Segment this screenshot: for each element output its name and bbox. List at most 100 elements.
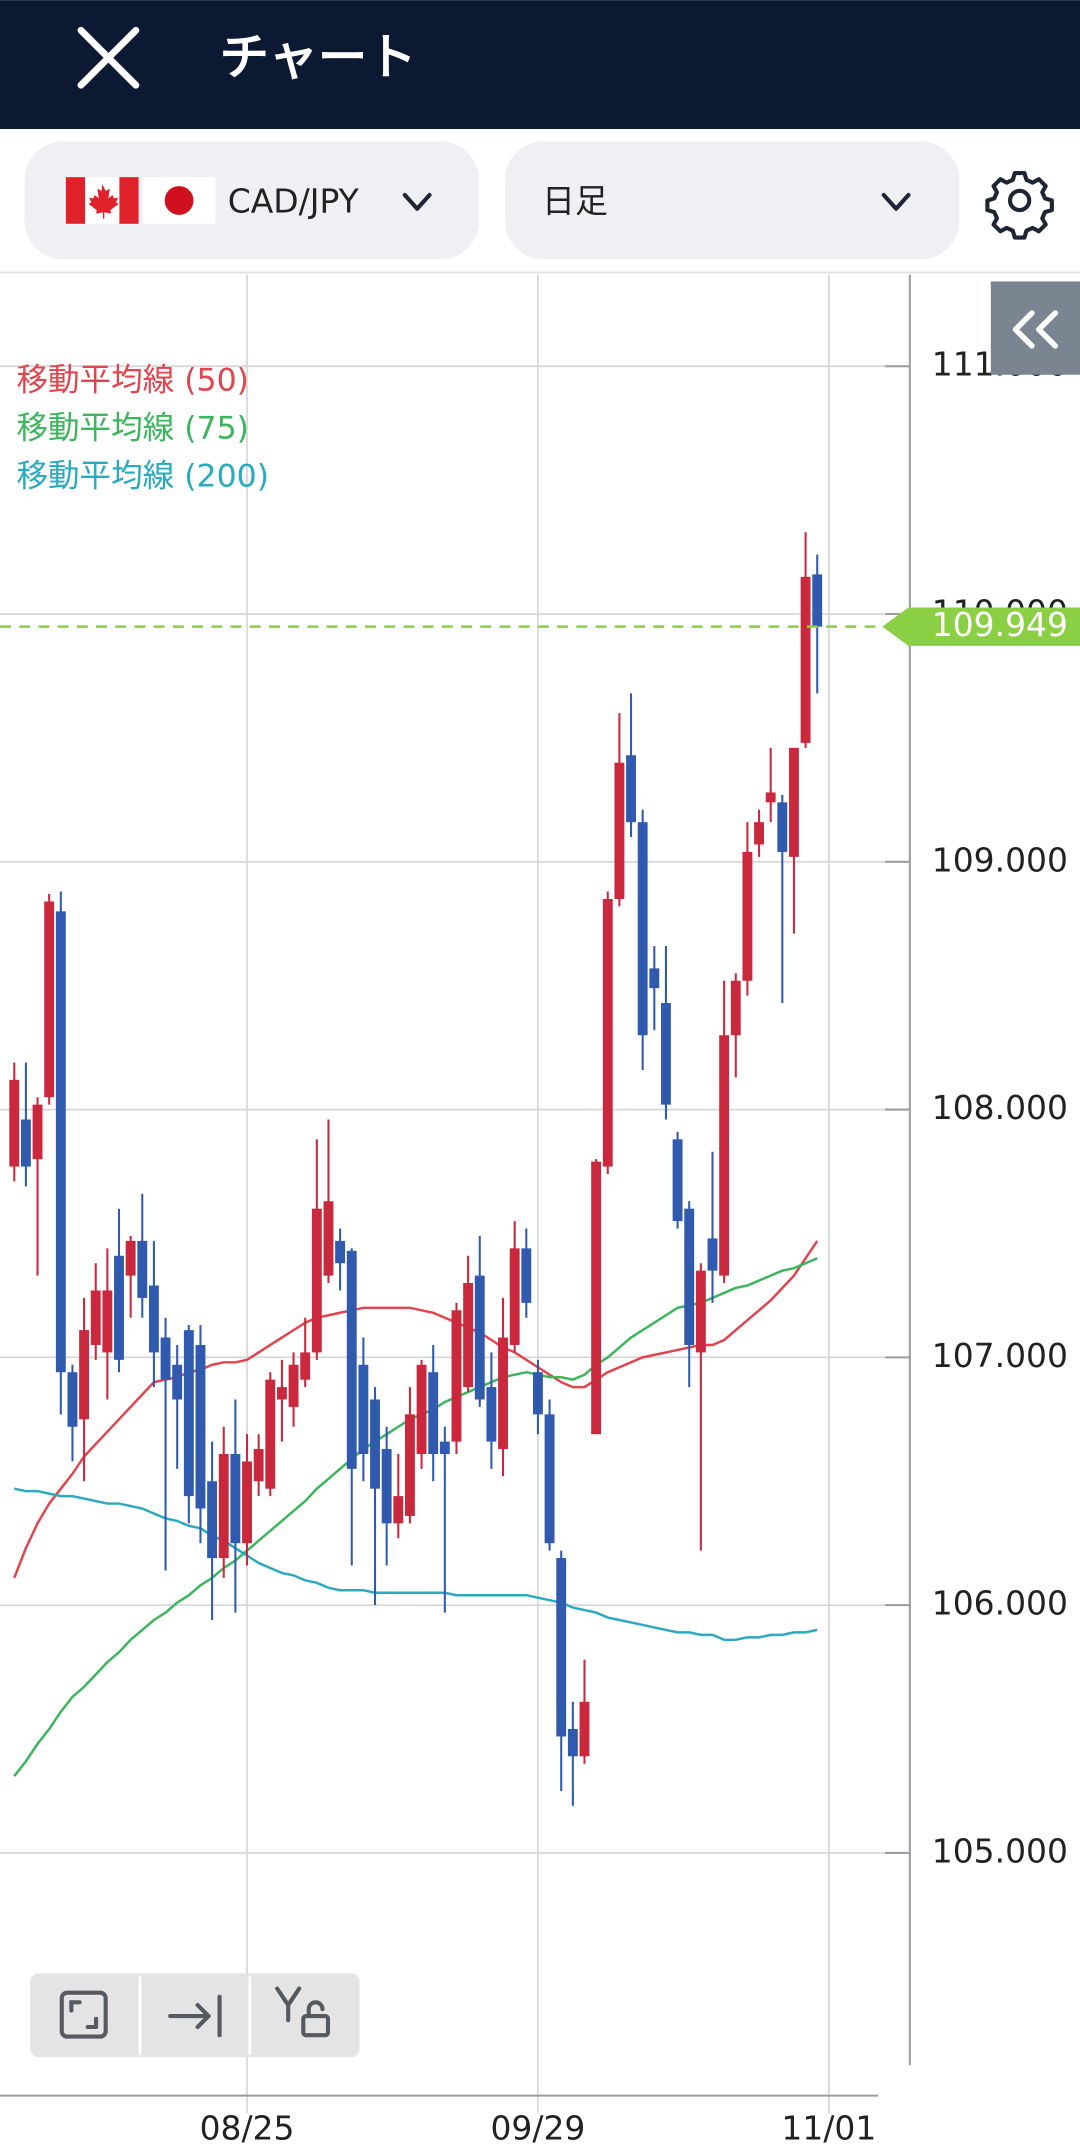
candle-body	[614, 762, 625, 899]
candle-body	[335, 1240, 346, 1264]
y-lock-button[interactable]	[275, 1986, 331, 2038]
candle-body	[591, 1161, 602, 1435]
moving-average-line	[14, 1487, 818, 1642]
x-tick-label: 11/01	[781, 2108, 876, 2147]
candle-body	[509, 1248, 520, 1345]
candle-body	[183, 1330, 194, 1497]
candle-body	[789, 747, 799, 857]
candle-body	[9, 1079, 20, 1167]
candle-body	[207, 1481, 218, 1559]
moving-average-line	[13, 1257, 818, 1777]
candle-body	[218, 1453, 229, 1559]
legend-entry: 移動平均線 (75)	[16, 411, 249, 447]
candle-body	[474, 1275, 485, 1400]
candle-body	[393, 1496, 404, 1524]
y-tick-label: 106.000	[932, 1584, 1068, 1623]
header-bar	[0, 0, 1080, 130]
legend-entry: 移動平均線 (50)	[16, 363, 249, 399]
candle-body	[556, 1558, 567, 1737]
candle-body	[404, 1414, 415, 1516]
settings-button[interactable]	[985, 170, 1054, 240]
candle-body	[777, 802, 788, 852]
candle-body	[370, 1399, 380, 1489]
y-tick-label: 109.000	[932, 840, 1068, 879]
candle-body	[230, 1453, 241, 1544]
candle-body	[626, 755, 636, 823]
timeframe-label: 日足	[542, 182, 608, 221]
candle-body	[800, 576, 811, 743]
legend: 移動平均線 (50) 移動平均線 (75) 移動平均線 (200)	[16, 363, 269, 495]
candle-body	[428, 1372, 439, 1454]
candle-body	[311, 1208, 322, 1353]
candle-body	[265, 1379, 276, 1489]
candle-body	[730, 980, 741, 1036]
fullscreen-button[interactable]	[59, 1990, 108, 2039]
candle-body	[812, 574, 823, 627]
candle-body	[649, 968, 660, 989]
candle-body	[672, 1139, 683, 1222]
candle-body	[498, 1337, 508, 1450]
candle-body	[148, 1285, 159, 1353]
y-tick-label: 107.000	[932, 1336, 1068, 1375]
candle-body	[114, 1255, 124, 1360]
candle-body	[346, 1250, 357, 1469]
current-price-tag	[882, 607, 1080, 646]
candle-body	[300, 1352, 311, 1380]
candle-body	[172, 1364, 183, 1400]
candle-body	[55, 911, 66, 1373]
candle-body	[439, 1441, 450, 1454]
candle-body	[20, 1119, 31, 1167]
candle-body	[451, 1310, 462, 1442]
candle-body	[661, 1003, 671, 1105]
moving-averages	[13, 1240, 819, 1777]
scroll-end-button[interactable]	[168, 1994, 222, 2038]
chart-tools	[30, 1973, 360, 2058]
x-tick-label: 08/25	[200, 2108, 295, 2147]
candle-body	[533, 1372, 543, 1415]
pair-selector[interactable]: CAD/JPY	[24, 141, 479, 260]
legend-entry: 移動平均線 (200)	[16, 459, 269, 495]
candle-body	[486, 1387, 497, 1442]
y-tick-label: 108.000	[932, 1088, 1068, 1127]
collapse-button[interactable]	[990, 281, 1080, 375]
candle-body	[684, 1208, 695, 1345]
candle-body	[754, 822, 764, 845]
current-price-label: 109.949	[932, 605, 1068, 644]
header-title: チャート	[220, 28, 417, 86]
candle-body	[253, 1449, 264, 1482]
candles	[9, 532, 823, 1806]
candle-body	[521, 1248, 532, 1303]
candle-body	[160, 1337, 171, 1380]
grid	[0, 274, 910, 2114]
candle-body	[742, 851, 753, 981]
candle-body	[719, 1035, 730, 1276]
candle-body	[90, 1290, 101, 1345]
candle-body	[242, 1461, 252, 1544]
candle-body	[381, 1449, 392, 1524]
pair-label: CAD/JPY	[228, 182, 360, 221]
candle-body	[276, 1387, 287, 1400]
candle-body	[602, 898, 613, 1167]
candle-body	[707, 1238, 718, 1271]
candle-body	[358, 1364, 369, 1454]
candle-body	[765, 792, 776, 803]
candle-body	[695, 1270, 706, 1353]
candle-body	[195, 1344, 206, 1509]
candle-body	[416, 1364, 427, 1454]
candle-body	[463, 1283, 474, 1388]
candle-body	[137, 1240, 148, 1298]
candle-body	[44, 901, 55, 1098]
x-tick-label: 09/29	[490, 2108, 585, 2147]
candle-body	[79, 1330, 90, 1420]
moving-average-line	[13, 1240, 819, 1579]
timeframe-selector[interactable]: 日足	[505, 141, 960, 260]
candle-body	[544, 1414, 555, 1544]
candle-body	[579, 1701, 590, 1757]
candle-body	[288, 1364, 299, 1407]
candle-body	[67, 1372, 78, 1427]
candle-body	[32, 1104, 43, 1160]
candle-body	[323, 1201, 334, 1276]
close-button[interactable]	[77, 26, 140, 89]
